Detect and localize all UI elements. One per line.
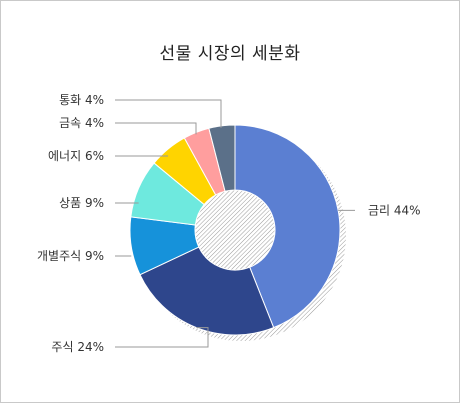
- slice-1[interactable]: [139, 246, 275, 336]
- slice-label-6: 통화 4%: [59, 93, 104, 107]
- slice-label-3: 상품 9%: [59, 196, 104, 210]
- slice-label-1: 주식 24%: [51, 340, 104, 354]
- slice-label-2: 개별주식 9%: [37, 249, 104, 263]
- leader-line-6: [115, 99, 222, 128]
- slice-label-5: 금속 4%: [59, 116, 104, 130]
- slice-0[interactable]: [234, 124, 341, 329]
- leader-line-1: [115, 327, 209, 348]
- chart-title: 선물 시장의 세분화: [159, 44, 301, 64]
- slice-label-4: 에너지 6%: [48, 149, 104, 163]
- leader-line-5: [115, 122, 197, 135]
- slice-label-0: 금리 44%: [368, 203, 421, 217]
- slice-6[interactable]: [208, 124, 236, 192]
